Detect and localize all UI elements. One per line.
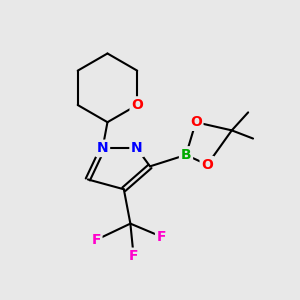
Text: F: F: [129, 249, 138, 263]
Text: F: F: [91, 233, 101, 247]
Text: O: O: [201, 158, 213, 172]
Text: N: N: [97, 141, 108, 155]
Text: B: B: [181, 148, 191, 162]
Text: N: N: [131, 141, 143, 155]
Text: O: O: [131, 98, 143, 112]
Text: O: O: [190, 115, 202, 129]
Text: F: F: [157, 230, 166, 244]
